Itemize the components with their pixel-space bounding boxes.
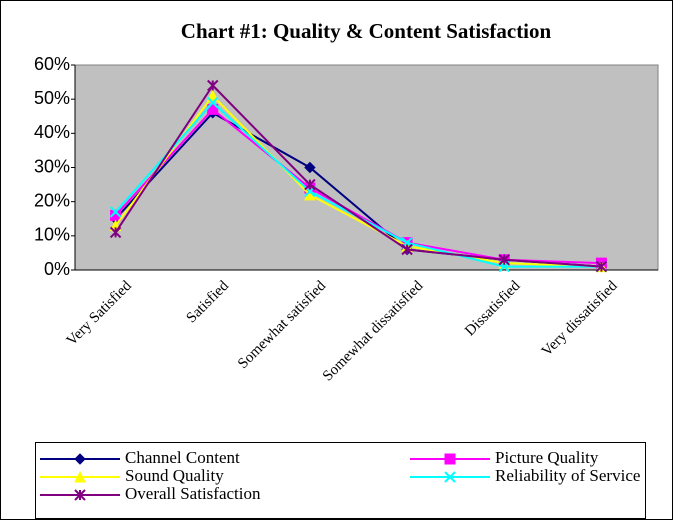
legend-label: Channel Content: [125, 448, 240, 467]
marker: [304, 161, 316, 174]
marker: [74, 489, 86, 501]
y-tick-label: 20%: [34, 190, 70, 210]
marker: [206, 89, 219, 102]
marker: [207, 96, 219, 109]
legend-label: Picture Quality: [495, 448, 599, 467]
chart-title: Chart #1: Quality & Content Satisfaction: [181, 19, 552, 43]
legend-label: Overall Satisfaction: [125, 484, 261, 503]
y-tick-label: 30%: [34, 156, 70, 176]
y-tick-label: 40%: [34, 122, 70, 142]
legend-label: Reliability of Service: [495, 466, 640, 485]
y-tick-label: 0%: [44, 259, 70, 279]
plot-area: [74, 64, 659, 271]
marker: [444, 453, 456, 465]
marker: [498, 254, 510, 266]
marker: [109, 206, 122, 218]
marker: [444, 471, 456, 483]
marker: [595, 260, 608, 273]
legend-label: Sound Quality: [125, 466, 224, 485]
series-line: [114, 83, 602, 268]
legend-box: [35, 442, 646, 519]
y-tick-label: 10%: [34, 225, 70, 245]
marker: [207, 79, 219, 92]
marker: [401, 243, 413, 256]
marker: [109, 226, 122, 239]
y-tick-label: 60%: [34, 54, 70, 74]
series-line: [114, 94, 602, 268]
marker: [74, 453, 86, 465]
y-tick-label: 50%: [34, 88, 70, 108]
marker: [74, 470, 86, 483]
marker: [304, 178, 316, 191]
